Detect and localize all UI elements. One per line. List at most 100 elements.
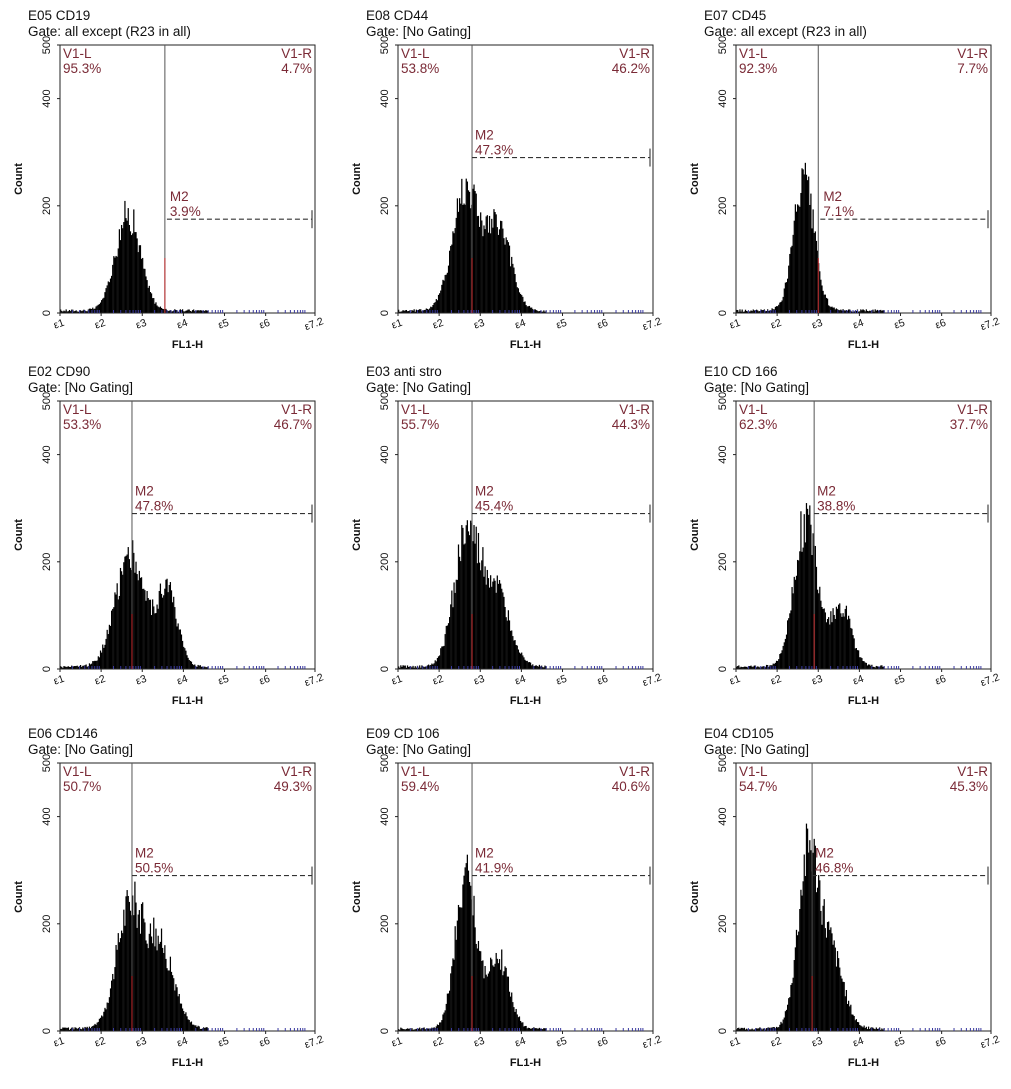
- histogram-bar: [534, 1028, 536, 1031]
- histogram-bar: [75, 665, 77, 669]
- histogram-bar: [122, 574, 124, 669]
- histogram-bar: [125, 896, 127, 1031]
- y-tick-label: 500: [41, 36, 53, 54]
- x-tick-label: ε3: [134, 673, 148, 688]
- histogram-bar: [135, 902, 137, 1031]
- x-minor-ticks: [409, 310, 644, 313]
- histogram-bar: [451, 244, 453, 313]
- y-tick-label: 500: [379, 392, 391, 410]
- histogram-bar: [869, 1028, 871, 1031]
- histogram-bar: [430, 306, 432, 313]
- histogram-bar: [176, 987, 178, 1031]
- histogram-bar: [788, 998, 790, 1031]
- histogram-bar: [196, 310, 198, 313]
- m2-percent: 7.1%: [823, 204, 854, 219]
- histogram-bar: [74, 1027, 76, 1031]
- histogram-bar: [65, 309, 67, 313]
- histogram-bar: [106, 285, 108, 313]
- histogram-bar: [116, 583, 118, 669]
- histogram-bar: [532, 664, 534, 669]
- histogram-bar: [486, 215, 488, 313]
- v1-right-label: V1-R: [619, 764, 650, 779]
- histogram-bar: [71, 1027, 73, 1031]
- histogram-bar: [470, 208, 472, 313]
- histogram-bar: [64, 311, 66, 313]
- histogram-bar: [802, 169, 804, 313]
- m2-percent: 45.4%: [475, 499, 513, 514]
- histogram-bar: [866, 310, 869, 313]
- histogram-bar: [402, 310, 404, 313]
- histogram-bar: [819, 880, 821, 1031]
- histogram-bar: [852, 1014, 854, 1031]
- histogram-bar: [470, 885, 472, 1031]
- histogram-bar: [423, 309, 425, 313]
- y-tick-label: 200: [41, 915, 53, 933]
- histogram-bar: [122, 933, 124, 1031]
- histogram-bar: [434, 660, 436, 669]
- histogram-bar: [819, 271, 821, 313]
- histogram-bar: [64, 666, 66, 669]
- histogram-bar: [490, 233, 492, 313]
- x-tick-label: ε4: [851, 317, 865, 332]
- histogram-bar: [859, 657, 861, 669]
- histogram-bar: [519, 293, 522, 313]
- histogram-bar: [484, 965, 486, 1031]
- histogram-bar: [474, 191, 476, 313]
- x-tick-label: ε1: [728, 673, 742, 688]
- histogram-bar: [455, 939, 457, 1031]
- histogram-bar: [442, 279, 444, 313]
- histogram-bar: [457, 544, 460, 669]
- histogram-bar: [150, 615, 153, 669]
- x-tick-label: ε6: [258, 1035, 272, 1050]
- y-tick-label: 400: [379, 89, 391, 107]
- x-tick-label: ε6: [596, 317, 610, 332]
- histogram-bar: [511, 256, 513, 313]
- histogram-bar: [136, 238, 138, 313]
- y-tick-label: 500: [717, 392, 729, 410]
- histogram-bar: [97, 1021, 99, 1031]
- histogram-bar: [861, 310, 863, 313]
- histogram-bar: [197, 664, 199, 669]
- histogram-bar: [436, 1024, 439, 1031]
- histogram-bar: [781, 1023, 783, 1031]
- histogram-bar: [801, 551, 803, 669]
- x-tick-label: ε2: [769, 1035, 783, 1050]
- histogram-bar: [538, 1027, 541, 1031]
- histogram-bar: [467, 531, 470, 669]
- histogram-bar: [464, 867, 466, 1031]
- histogram-bar: [79, 1028, 82, 1031]
- histogram-bar: [535, 665, 537, 669]
- histogram-bar: [468, 535, 471, 669]
- histogram-bar: [747, 311, 749, 313]
- histogram-bar: [855, 310, 857, 313]
- histogram-bar: [771, 665, 773, 669]
- histogram-bar: [751, 311, 753, 313]
- histogram-bar: [455, 217, 457, 313]
- histogram-bar: [111, 610, 113, 669]
- histogram-bar: [821, 607, 823, 669]
- histogram-bar: [501, 949, 503, 1031]
- histogram-bar: [426, 1028, 429, 1031]
- histogram-bar: [155, 928, 157, 1031]
- histogram-bar: [803, 514, 805, 669]
- histogram-bar: [194, 664, 196, 669]
- histogram-bar: [66, 311, 68, 313]
- x-tick-label: ε6: [596, 1035, 610, 1050]
- histogram-bar: [174, 309, 176, 313]
- histogram-bar: [204, 666, 206, 669]
- histogram-bar: [823, 294, 825, 313]
- histogram-bar: [108, 282, 111, 313]
- histogram-bar: [468, 191, 471, 313]
- histogram-svg: V1-L95.3% V1-R4.7% M23.9% 0 200 400 500 Count ε1…: [13, 36, 325, 351]
- histogram-bar: [400, 1027, 402, 1031]
- histogram-bar: [190, 661, 193, 669]
- histogram-bar: [755, 667, 758, 669]
- histogram-bar: [860, 309, 862, 313]
- histogram-bar: [183, 1011, 185, 1031]
- histogram-bar: [444, 634, 446, 669]
- histogram-bar: [794, 579, 797, 669]
- histogram-bar: [512, 263, 514, 313]
- histogram-bar: [188, 1019, 190, 1031]
- histogram-bar: [791, 983, 793, 1031]
- histogram-bar: [96, 1022, 98, 1031]
